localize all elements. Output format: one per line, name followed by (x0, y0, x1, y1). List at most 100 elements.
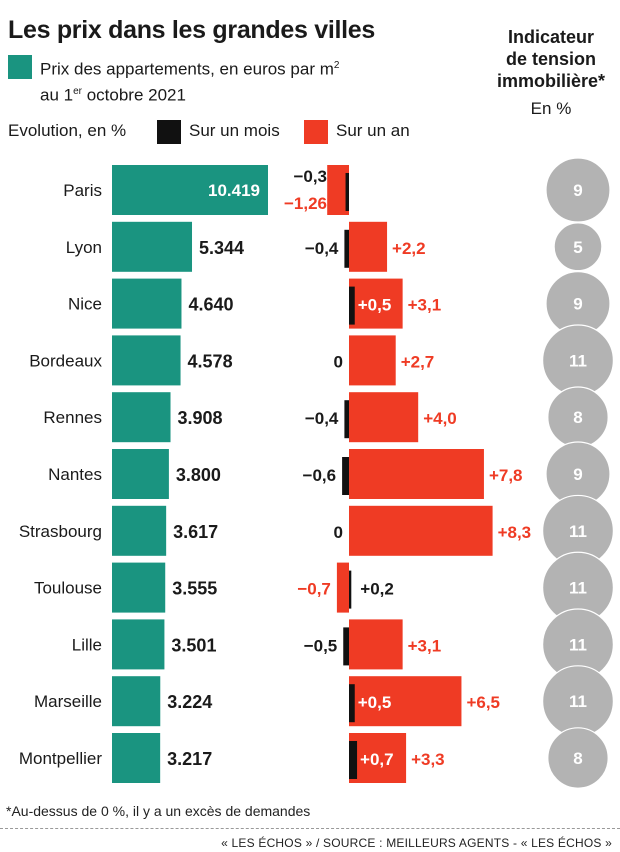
price-legend-line2-pre: au 1 (40, 85, 74, 105)
separator-line (0, 828, 620, 829)
indicator-label-nantes: 9 (573, 465, 582, 484)
indicator-title-line2: de tension (505, 49, 596, 69)
indicator-circle-montpellier (547, 727, 609, 789)
price-bar-lyon (112, 221, 193, 272)
city-label-bordeaux: Bordeaux (29, 351, 102, 370)
price-label-bordeaux: 4.578 (188, 351, 233, 371)
month-label-marseille: +0,5 (358, 693, 392, 712)
month-bar-lille (343, 627, 349, 666)
city-label-nantes: Nantes (48, 465, 102, 484)
month-legend-swatch (157, 120, 181, 144)
price-label-nantes: 3.800 (176, 465, 221, 485)
footnote: *Au-dessus de 0 %, il y a un excès de de… (6, 803, 311, 819)
price-label-montpellier: 3.217 (167, 749, 212, 769)
indicator-unit: En % (530, 99, 572, 118)
year-bar-bordeaux (349, 335, 396, 386)
month-label-paris: −0,3 (293, 167, 327, 186)
price-legend-line1: Prix des appartements, en euros par m (40, 59, 334, 79)
year-label-strasbourg: +8,3 (498, 523, 532, 542)
month-label-nantes: −0,6 (303, 466, 337, 485)
price-label-toulouse: 3.555 (172, 579, 217, 599)
price-label-paris: 10.419 (208, 181, 260, 200)
month-bar-montpellier (349, 741, 358, 779)
city-label-lille: Lille (72, 635, 102, 654)
price-label-strasbourg: 3.617 (173, 522, 218, 542)
indicator-label-marseille: 11 (569, 692, 587, 711)
price-bar-paris (112, 165, 268, 215)
price-legend-swatch (8, 55, 32, 79)
month-bar-nantes (342, 457, 349, 495)
year-bar-strasbourg (349, 505, 493, 556)
year-bar-rennes (349, 392, 419, 443)
year-bar-paris (327, 165, 349, 215)
month-bar-toulouse (349, 570, 352, 609)
month-label-bordeaux: 0 (334, 352, 343, 371)
indicator-label-lyon: 5 (573, 238, 582, 257)
price-bar-nantes (112, 449, 169, 499)
month-bar-marseille (349, 684, 355, 723)
month-label-lille: −0,5 (304, 636, 338, 655)
year-legend-swatch (304, 120, 328, 144)
price-bar-rennes (112, 392, 171, 443)
year-bar-nantes (349, 449, 484, 499)
price-bar-marseille (112, 676, 161, 727)
price-label-lyon: 5.344 (199, 238, 244, 258)
city-label-nice: Nice (68, 295, 102, 314)
indicator-circle-paris (545, 157, 611, 223)
city-label-strasbourg: Strasbourg (19, 522, 102, 541)
year-label-lyon: +2,2 (392, 239, 426, 258)
price-label-rennes: 3.908 (178, 408, 223, 428)
indicator-title: Indicateur de tension immobilière* (488, 26, 614, 92)
city-label-marseille: Marseille (34, 692, 102, 711)
price-bar-lille (112, 619, 165, 670)
city-label-rennes: Rennes (43, 408, 102, 427)
year-label-rennes: +4,0 (423, 409, 457, 428)
indicator-label-toulouse: 11 (569, 579, 587, 598)
indicator-circle-lyon (553, 222, 603, 272)
indicator-title-line3: immobilière* (496, 71, 606, 91)
year-legend-text: Sur un an (336, 121, 410, 140)
year-label-paris: −1,26 (284, 194, 327, 213)
year-label-toulouse: −0,7 (297, 580, 331, 599)
indicator-label-lille: 11 (569, 635, 587, 654)
month-bar-lyon (344, 229, 349, 268)
price-bar-montpellier (112, 733, 161, 783)
year-bar-toulouse (336, 562, 349, 613)
indicator-label-bordeaux: 11 (569, 351, 587, 370)
indicator-label-paris: 9 (573, 181, 582, 200)
month-label-toulouse: +0,2 (360, 580, 394, 599)
month-bar-nice (349, 286, 355, 325)
year-bar-montpellier (349, 733, 407, 783)
price-label-nice: 4.640 (188, 295, 233, 315)
price-label-marseille: 3.224 (167, 692, 212, 712)
year-bar-lille (349, 619, 403, 670)
indicator-label-nice: 9 (573, 295, 582, 314)
indicator-label-rennes: 8 (573, 408, 582, 427)
year-label-montpellier: +3,3 (411, 750, 445, 769)
month-label-montpellier: +0,7 (360, 750, 394, 769)
price-label-lille: 3.501 (171, 635, 216, 655)
city-label-montpellier: Montpellier (19, 749, 102, 768)
evolution-label: Evolution, en % (8, 121, 127, 140)
price-legend-line2-sup: er (73, 85, 82, 97)
year-bar-nice (349, 278, 403, 329)
price-bar-nice (112, 278, 182, 329)
source-credit: « LES ÉCHOS » / SOURCE : MEILLEURS AGENT… (221, 836, 612, 850)
year-bar-marseille (349, 676, 462, 727)
indicator-title-line1: Indicateur (507, 27, 595, 47)
city-label-toulouse: Toulouse (34, 579, 102, 598)
year-bar-lyon (349, 221, 388, 272)
price-legend-text: Prix des appartements, en euros par m2 a… (40, 55, 339, 106)
month-label-strasbourg: 0 (334, 523, 343, 542)
price-bar-toulouse (112, 562, 166, 613)
month-label-rennes: −0,4 (305, 409, 339, 428)
year-label-lille: +3,1 (408, 636, 442, 655)
indicator-label-strasbourg: 11 (569, 522, 587, 541)
indicator-label-montpellier: 8 (573, 749, 582, 768)
year-label-nantes: +7,8 (489, 466, 523, 485)
price-bar-strasbourg (112, 505, 167, 556)
city-label-lyon: Lyon (66, 238, 102, 257)
chart-title: Les prix dans les grandes villes (8, 16, 375, 44)
price-legend-sup: 2 (333, 60, 340, 71)
